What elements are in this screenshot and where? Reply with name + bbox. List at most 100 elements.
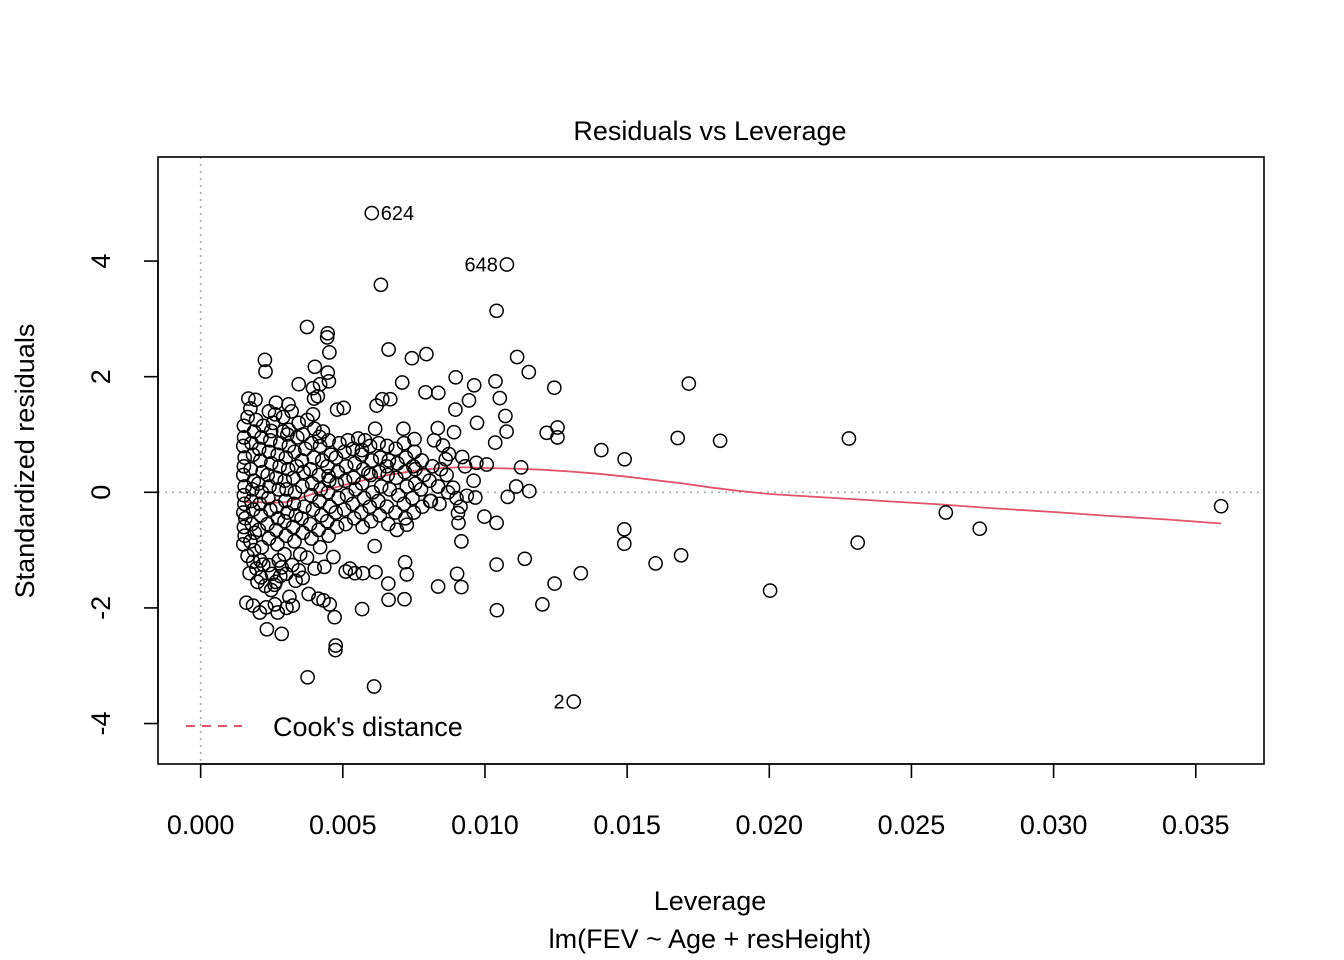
data-point bbox=[500, 489, 516, 505]
data-point bbox=[328, 638, 344, 653]
data-point bbox=[337, 473, 353, 489]
data-point bbox=[673, 547, 689, 563]
data-point bbox=[251, 441, 267, 457]
data-point bbox=[287, 484, 303, 500]
data-point bbox=[299, 412, 315, 428]
data-point bbox=[841, 431, 857, 446]
data-point bbox=[488, 373, 503, 389]
data-point bbox=[425, 458, 440, 474]
data-point bbox=[307, 359, 323, 375]
data-point bbox=[397, 591, 412, 607]
data-point bbox=[354, 442, 370, 458]
data-point bbox=[305, 380, 321, 396]
data-point bbox=[300, 669, 315, 685]
data-point bbox=[972, 521, 988, 537]
data-point bbox=[328, 505, 344, 520]
data-point bbox=[407, 444, 422, 460]
data-point bbox=[573, 565, 589, 581]
data-point bbox=[310, 388, 326, 404]
data-point bbox=[268, 395, 284, 411]
data-point bbox=[546, 380, 562, 396]
data-point bbox=[399, 479, 415, 494]
data-point bbox=[492, 390, 508, 406]
data-point bbox=[448, 369, 464, 385]
data-point bbox=[328, 642, 343, 658]
data-point bbox=[362, 438, 378, 454]
data-point bbox=[388, 441, 404, 457]
data-point bbox=[306, 391, 322, 406]
data-point bbox=[248, 392, 263, 408]
data-point bbox=[617, 451, 632, 467]
data-point bbox=[454, 579, 469, 595]
data-point bbox=[321, 432, 336, 448]
data-point bbox=[331, 490, 346, 506]
data-point bbox=[450, 505, 466, 521]
data-point bbox=[267, 597, 283, 612]
data-point bbox=[469, 415, 485, 431]
data-point bbox=[329, 519, 345, 535]
point-label-648: 648 bbox=[464, 255, 497, 277]
data-point bbox=[372, 508, 388, 523]
data-point bbox=[547, 576, 562, 591]
data-point bbox=[295, 427, 311, 442]
data-point bbox=[648, 556, 663, 571]
data-point bbox=[329, 402, 345, 417]
data-point bbox=[305, 406, 321, 422]
data-point bbox=[245, 554, 261, 570]
data-point bbox=[479, 457, 495, 472]
data-point bbox=[430, 579, 446, 594]
data-point bbox=[275, 424, 291, 439]
data-point bbox=[382, 391, 398, 407]
data-point bbox=[304, 435, 319, 451]
data-point bbox=[262, 432, 278, 448]
smooth-line-layer bbox=[243, 466, 1222, 525]
data-point bbox=[373, 479, 389, 494]
data-point bbox=[247, 525, 263, 541]
data-point bbox=[260, 490, 276, 506]
data-point bbox=[457, 458, 473, 474]
chart-title: Residuals vs Leverage bbox=[573, 116, 846, 146]
data-point bbox=[332, 435, 347, 451]
point-label-2: 2 bbox=[554, 692, 565, 714]
data-point bbox=[517, 551, 533, 567]
data-point bbox=[255, 418, 271, 434]
data-point bbox=[245, 598, 261, 613]
y-axis-title: Standardized residuals bbox=[10, 324, 40, 599]
data-point bbox=[299, 550, 315, 565]
data-point bbox=[280, 461, 296, 477]
data-point bbox=[438, 451, 454, 467]
data-point bbox=[381, 453, 397, 468]
data-point bbox=[240, 409, 255, 425]
data-point bbox=[1213, 498, 1229, 514]
data-point bbox=[355, 461, 371, 477]
data-point bbox=[320, 365, 336, 380]
data-point bbox=[285, 598, 301, 613]
data-point bbox=[307, 561, 323, 576]
data-point bbox=[489, 303, 504, 319]
data-point bbox=[282, 589, 297, 605]
data-point bbox=[451, 515, 466, 531]
points-layer bbox=[235, 205, 1229, 709]
reference-lines bbox=[158, 157, 1264, 764]
data-point bbox=[295, 570, 311, 586]
data-point bbox=[270, 447, 286, 463]
data-point bbox=[286, 496, 302, 512]
data-point bbox=[250, 574, 265, 590]
data-point bbox=[272, 568, 288, 584]
data-point bbox=[389, 522, 405, 538]
data-point bbox=[448, 402, 463, 417]
data-point bbox=[280, 427, 295, 442]
data-point bbox=[278, 493, 293, 509]
legend: Cook's distance bbox=[186, 712, 463, 742]
data-point bbox=[287, 444, 302, 460]
data-point bbox=[446, 424, 462, 440]
data-point bbox=[366, 679, 382, 694]
data-point bbox=[419, 346, 434, 362]
data-point bbox=[499, 424, 514, 439]
data-point bbox=[380, 576, 396, 591]
data-point bbox=[439, 467, 454, 483]
data-point bbox=[316, 559, 332, 575]
data-point bbox=[355, 565, 371, 581]
data-point bbox=[261, 404, 277, 419]
